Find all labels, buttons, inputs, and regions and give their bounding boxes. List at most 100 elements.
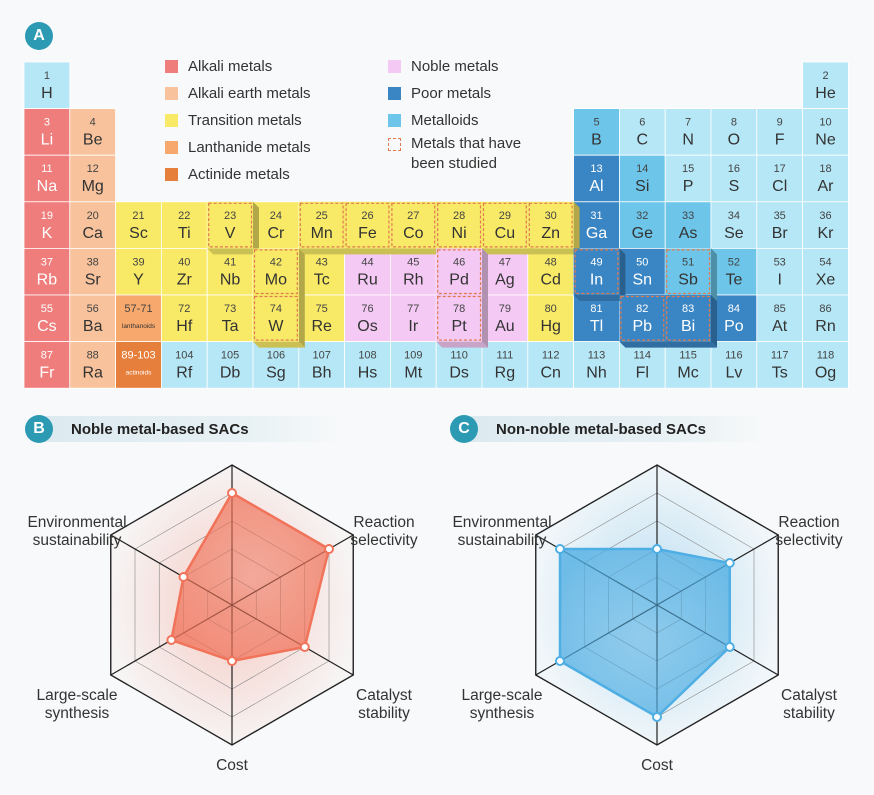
panel-a-badge: A (25, 22, 53, 50)
legend-label: Metals that have been studied (411, 135, 522, 172)
element-symbol: Ge (632, 225, 653, 242)
element-bh: 107 Bh (298, 341, 345, 389)
panel-c-badge: C (450, 415, 478, 443)
element-at: 85 At (756, 294, 803, 342)
element-symbol: H (41, 85, 53, 102)
element-number: 28 (453, 210, 465, 222)
element-symbol: Ag (495, 271, 515, 288)
element-pd: 46 Pd (436, 248, 488, 301)
element-symbol: Rh (403, 271, 423, 288)
element-symbol: At (772, 318, 788, 335)
legend-swatch (388, 138, 401, 151)
radar-axis-label: Catalyst stability (356, 687, 413, 722)
element-symbol: Re (311, 318, 332, 335)
element-number: 26 (361, 210, 373, 222)
element-rb: 37 Rb (23, 247, 71, 296)
element-al: 13 Al (573, 154, 620, 203)
radar-axis-label: Environmental sustainability (27, 514, 126, 549)
element-number: 56 (87, 303, 99, 315)
element-number: 7 (685, 117, 691, 129)
radar-chart-non-noble: Intrinsic activityReactionselectivityCat… (452, 464, 843, 774)
element-s: 16 S (710, 154, 758, 203)
element-fe: 26 Fe (344, 201, 397, 255)
element-symbol: Kr (818, 225, 835, 242)
element-sc: 21 Sc (115, 201, 162, 249)
element-number: 40 (178, 256, 190, 268)
element-number: 110 (450, 350, 468, 362)
element-symbol: Se (724, 225, 744, 242)
element-mg: 12 Mg (69, 154, 117, 203)
legend-item: Poor metals (388, 80, 546, 107)
element-h: 1H (23, 61, 71, 109)
element-symbol: Ts (772, 365, 788, 382)
element-number: 25 (316, 210, 328, 222)
radar-axis-label: Large-scale synthesis (462, 687, 543, 722)
element-symbol: V (225, 225, 236, 242)
legend-item: Transition metals (165, 107, 311, 134)
element-number: 33 (682, 210, 694, 222)
element-number: 15 (682, 163, 694, 175)
element-symbol: W (268, 318, 284, 335)
element-mt: 109 Mt (389, 341, 437, 389)
element-li: 3 Li (23, 108, 71, 156)
element-symbol: Mg (82, 178, 104, 195)
element-ra: 88 Ra (69, 341, 117, 389)
element-number: 115 (679, 350, 697, 362)
element-number: 11 (41, 163, 52, 175)
element-number: 16 (728, 163, 740, 175)
element-hs: 108 Hs (344, 341, 391, 389)
element-sn: 50 Sn (619, 247, 666, 296)
element-symbol: Tc (314, 271, 330, 288)
element-number: 76 (361, 303, 373, 315)
element-symbol: Ta (222, 318, 239, 335)
element-symbol: Fe (358, 225, 377, 242)
element-symbol: F (775, 132, 785, 149)
panel-b-badge: B (25, 415, 53, 443)
element-mn: 25 Mn (298, 201, 351, 255)
element-symbol: Sr (85, 271, 102, 288)
element-number: 35 (774, 210, 786, 222)
element-w: 74 W (253, 295, 305, 348)
element-number: 1 (44, 70, 50, 82)
element-symbol: Zr (177, 271, 193, 288)
element-symbol: Os (357, 318, 377, 335)
element-in: 49 In (573, 248, 626, 301)
element-cr: 24 Cr (252, 201, 300, 249)
element-k: 19 K (23, 201, 71, 249)
element-symbol: Sn (633, 271, 653, 288)
legend-item: Alkali metals (165, 53, 311, 80)
legend-swatch (165, 141, 178, 154)
element-number: 8 (731, 117, 737, 129)
element-ga: 31 Ga (573, 201, 620, 249)
legend-label: Metalloids (411, 111, 479, 129)
radar-data-point (724, 642, 735, 652)
element-he: 2 He (802, 61, 849, 109)
legend-swatch (165, 114, 178, 127)
legend-right: Noble metals Poor metals Metalloids Metals … (388, 53, 546, 180)
element-o: 8O (710, 108, 758, 156)
element-ta: 73 Ta (206, 294, 254, 342)
element-number: 43 (316, 256, 328, 268)
panel-b-title: Noble metal-based SACs (71, 420, 249, 438)
element-symbol: Sg (266, 365, 286, 382)
element-n: 7N (664, 108, 712, 156)
element-symbol: Co (403, 225, 424, 242)
radar-data-point (166, 635, 177, 645)
element-number: 57-71 (124, 303, 152, 315)
element-number: 84 (728, 303, 740, 315)
element-symbol: Hs (358, 365, 378, 382)
element-number: 46 (453, 256, 465, 268)
element-os: 76 Os (344, 294, 391, 342)
element-number: 114 (634, 350, 652, 362)
element-ir: 77 Ir (389, 294, 437, 342)
element-ca: 20 Ca (69, 201, 117, 249)
element-number: 54 (819, 256, 831, 268)
element-symbol: Bi (681, 318, 695, 335)
element-symbol: Hg (540, 318, 560, 335)
element-rh: 45 Rh (389, 247, 437, 296)
legend-swatch (165, 60, 178, 73)
element-number: 37 (41, 256, 53, 268)
element-symbol: Rg (495, 365, 515, 382)
panel-c-header: C Non-noble metal-based SACs (450, 414, 770, 444)
element-symbol: Hf (176, 318, 193, 335)
